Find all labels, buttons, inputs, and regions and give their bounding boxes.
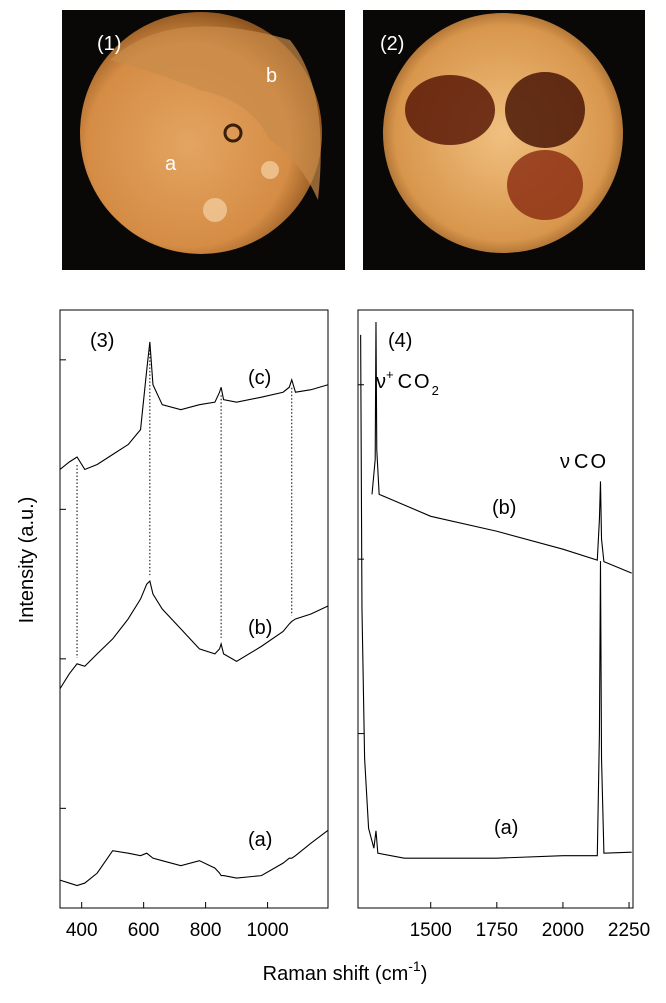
x-tick-label: 1500: [410, 920, 452, 941]
peak-sup: +: [386, 367, 394, 382]
peak-species: CO: [398, 371, 432, 393]
x-axis-label-text: Raman shift (cm: [263, 963, 409, 985]
plot-frame: [357, 309, 634, 909]
spectrum-line: [59, 580, 329, 690]
panel-label: (1): [97, 33, 121, 55]
spectrum-line: [59, 829, 329, 887]
x-axis-label: Raman shift (cm-1): [263, 958, 428, 985]
x-axis-label-close: ): [421, 963, 428, 985]
series-label: (a): [248, 829, 272, 851]
series-label: (b): [248, 617, 272, 639]
x-tick-label: 800: [190, 920, 222, 941]
region-label: a: [165, 153, 177, 175]
y-axis-label: Intensity (a.u.): [16, 497, 38, 624]
panel-label: (4): [388, 330, 412, 352]
x-tick-label: 1000: [246, 920, 288, 941]
peak-label: ν+ CO2: [376, 367, 439, 398]
spectrum-line: [59, 341, 329, 471]
peak-species: CO: [574, 451, 608, 473]
x-tick-label: 2000: [542, 920, 584, 941]
region-label: b: [266, 65, 277, 87]
series-label: (a): [494, 817, 518, 839]
micrograph-1: (1) a b: [62, 10, 345, 270]
series-label: (b): [492, 497, 516, 519]
peak-symbol: ν: [560, 451, 570, 473]
x-tick-label: 400: [66, 920, 98, 941]
micrograph-2: (2): [363, 10, 645, 270]
plot-frame: [59, 309, 329, 909]
x-axis-label-sup: -1: [408, 958, 421, 974]
x-tick-label: 2250: [608, 920, 650, 941]
x-tick-label: 600: [128, 920, 160, 941]
x-tick-label: 1750: [476, 920, 518, 941]
panel-label: (2): [380, 33, 404, 55]
peak-label: ν CO: [560, 451, 608, 473]
spectrum-line: [360, 334, 632, 859]
peak-sub: 2: [432, 383, 439, 398]
series-label: (c): [248, 367, 271, 389]
peak-symbol: ν: [376, 371, 386, 393]
spectrum-line: [371, 321, 632, 574]
panel-label: (3): [90, 330, 114, 352]
